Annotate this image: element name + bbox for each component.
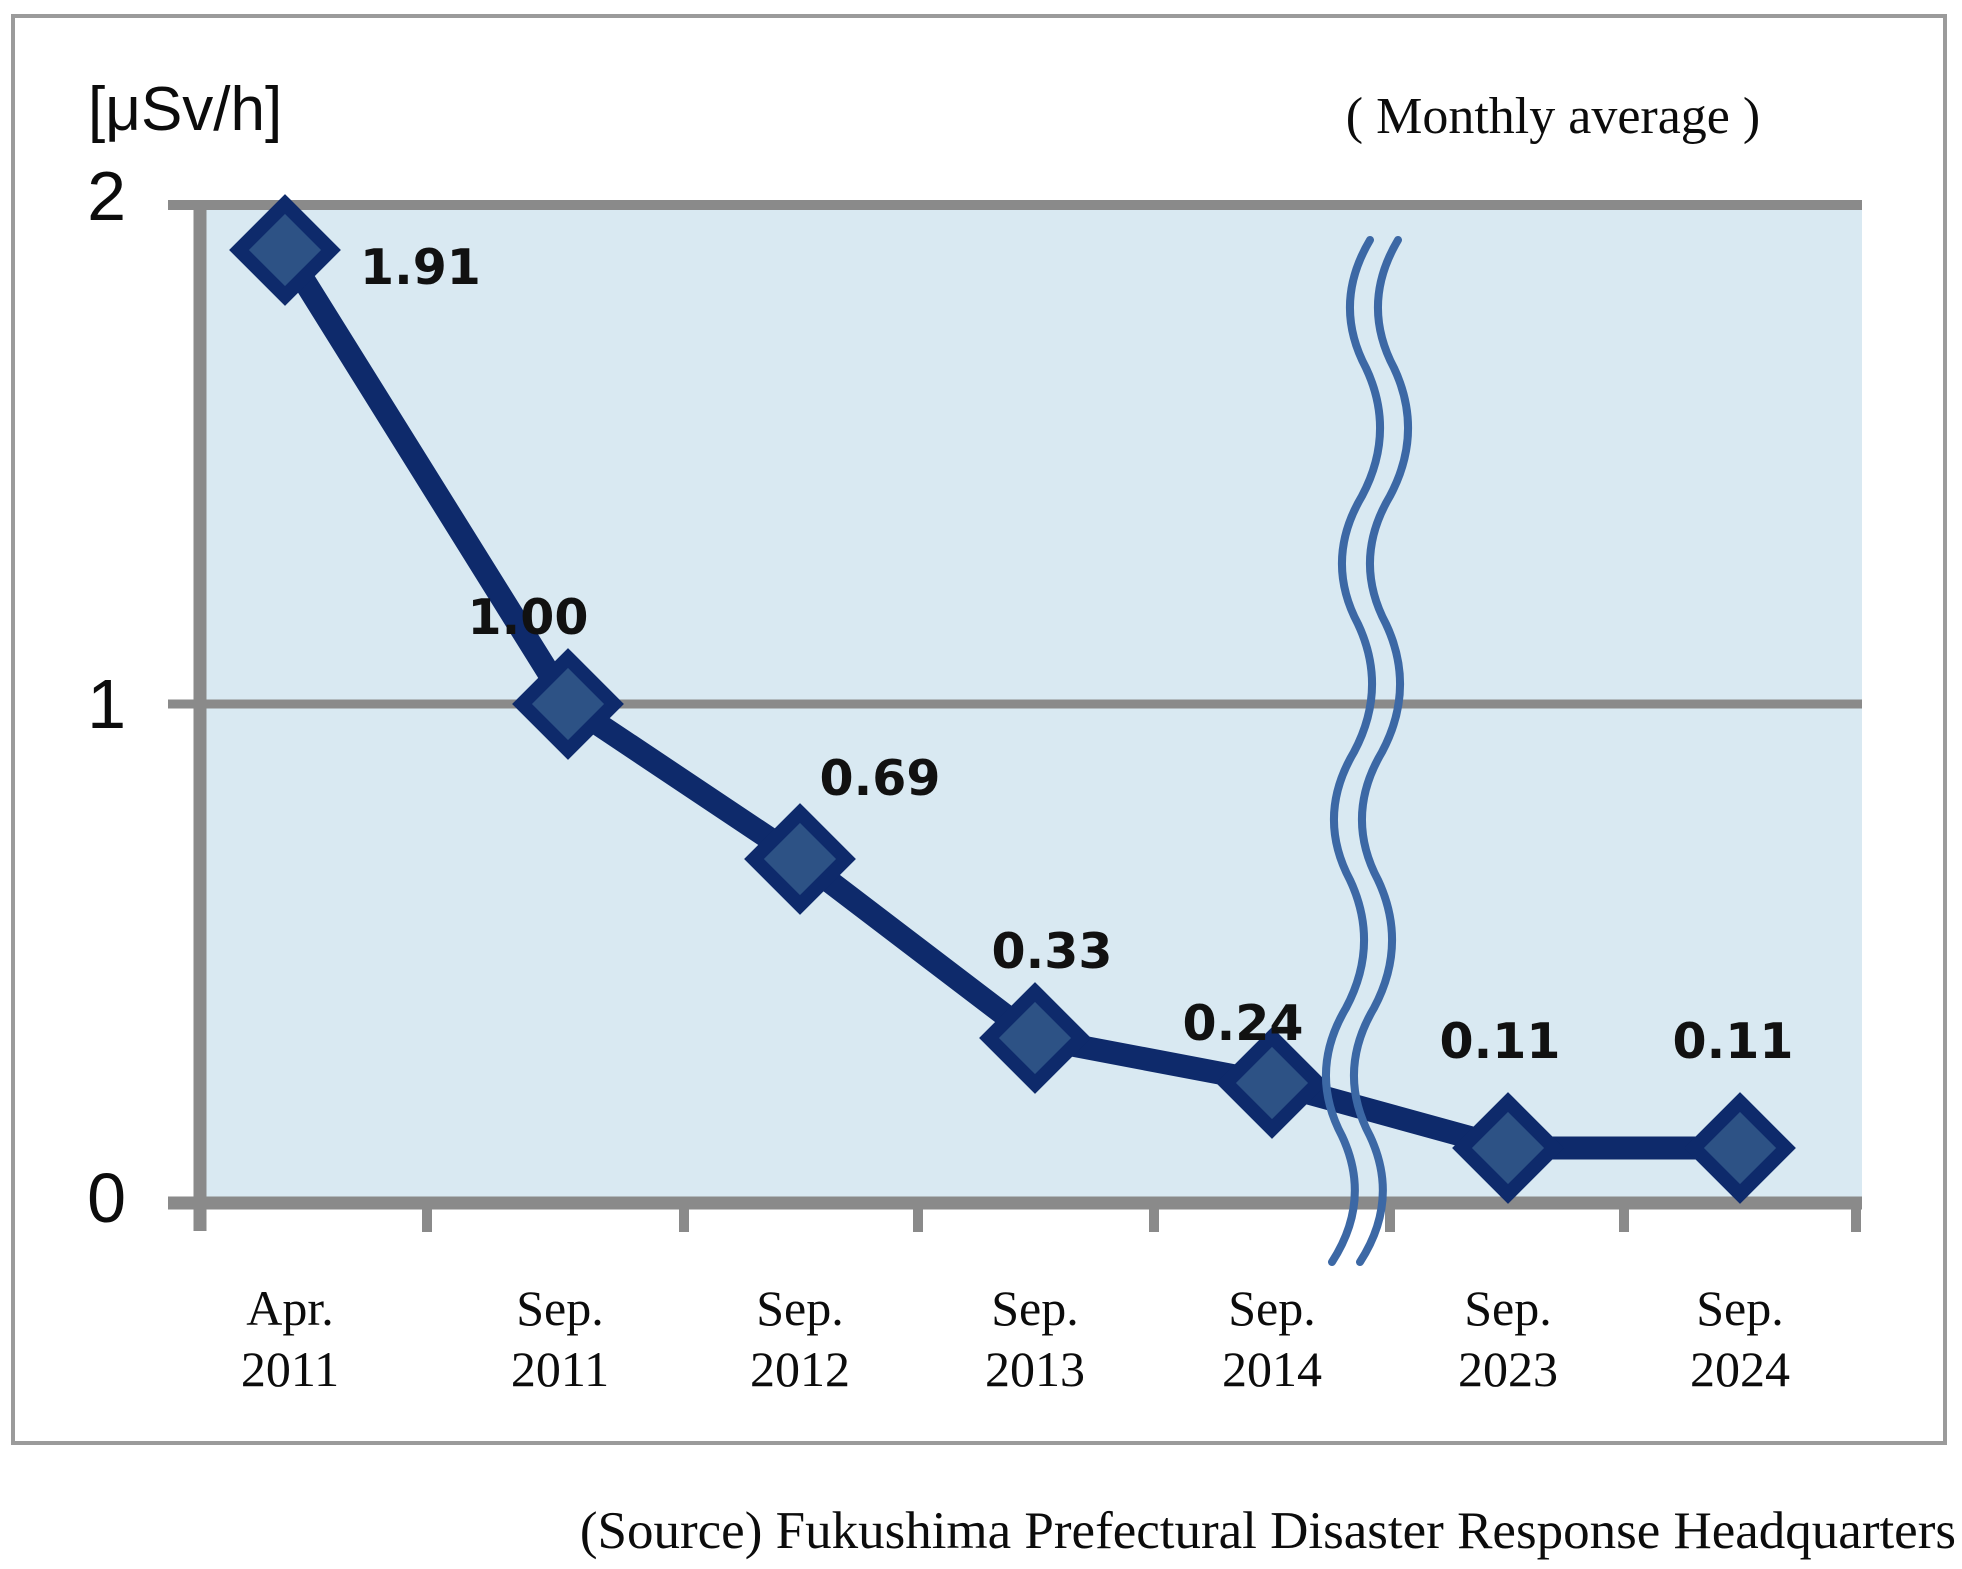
data-point-marker: [1216, 1027, 1328, 1139]
xlabel-sep2024-month: Sep.: [1696, 1280, 1784, 1336]
xlabel-apr2011-month: Apr.: [246, 1280, 334, 1336]
data-point-marker: [979, 982, 1091, 1094]
x-axis-ticks: [422, 1203, 1861, 1232]
value-label-sep2012: 0.69: [820, 750, 941, 807]
axis-break-squiggle-right: [1350, 236, 1412, 1266]
xlabel-sep2023-year: 2023: [1458, 1341, 1558, 1397]
ytick-label-0: 0: [87, 1159, 126, 1237]
data-point-marker: [1452, 1092, 1564, 1204]
axis-break-squiggle-left: [1322, 236, 1384, 1266]
value-label-sep2011: 1.00: [468, 589, 589, 646]
value-label-sep2014: 0.24: [1183, 995, 1304, 1052]
data-point-marker: [512, 648, 624, 760]
monthly-average-note: ( Monthly average ): [1346, 88, 1760, 145]
xlabel-sep2013-year: 2013: [985, 1341, 1085, 1397]
axis-break-mark: [1322, 236, 1412, 1266]
data-point-marker: [744, 803, 856, 915]
ytick-label-1: 1: [87, 665, 126, 743]
value-label-sep2013: 0.33: [992, 923, 1113, 980]
value-label-apr2011: 1.91: [360, 239, 481, 296]
xlabel-sep2023-month: Sep.: [1464, 1280, 1552, 1336]
ytick-label-2: 2: [87, 157, 126, 235]
xlabel-apr2011-year: 2011: [241, 1341, 339, 1397]
xlabel-sep2012-month: Sep.: [756, 1280, 844, 1336]
xlabel-sep2014-year: 2014: [1222, 1341, 1322, 1397]
xlabel-sep2014-month: Sep.: [1228, 1280, 1316, 1336]
data-point-marker: [1684, 1092, 1796, 1204]
xlabel-sep2012-year: 2012: [750, 1341, 850, 1397]
data-point-marker: [229, 194, 341, 306]
xlabel-sep2024-year: 2024: [1690, 1341, 1790, 1397]
xlabel-sep2011-year: 2011: [511, 1341, 609, 1397]
xlabel-sep2013-month: Sep.: [991, 1280, 1079, 1336]
y-axis-unit-label: [μSv/h]: [88, 75, 282, 144]
xlabel-sep2011-month: Sep.: [516, 1280, 604, 1336]
source-caption: (Source) Fukushima Prefectural Disaster …: [580, 1502, 1956, 1560]
x-axis-labels: Apr. 2011 Sep. 2011 Sep. 2012 Sep. 2013 …: [241, 1280, 1790, 1397]
value-label-sep2024: 0.11: [1673, 1013, 1794, 1070]
value-label-sep2023: 0.11: [1440, 1013, 1561, 1070]
data-markers: [229, 194, 1796, 1204]
